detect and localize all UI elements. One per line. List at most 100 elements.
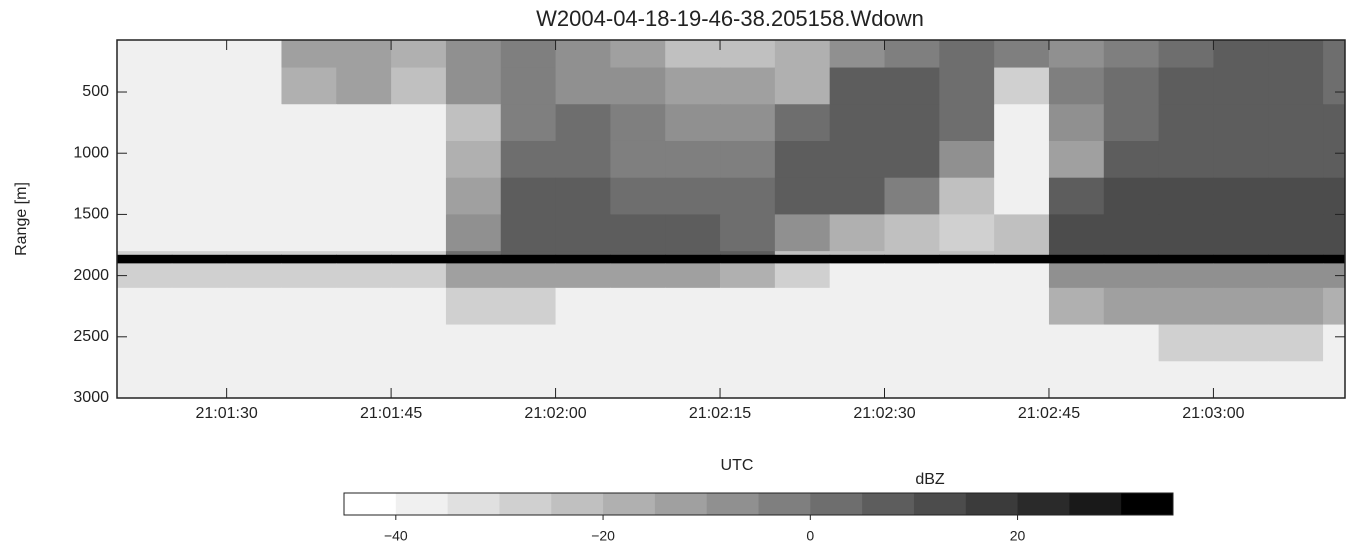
- heatmap-cell: [391, 254, 447, 264]
- heatmap-cell: [1048, 324, 1105, 362]
- heatmap-cell: [391, 40, 447, 69]
- heatmap-cell: [281, 104, 337, 142]
- heatmap-cell: [226, 287, 282, 326]
- heatmap-cell: [555, 287, 611, 326]
- colorbar-tick-label: −40: [384, 528, 408, 544]
- heatmap-cell: [336, 104, 392, 142]
- heatmap-cell: [720, 214, 776, 252]
- heatmap-cell: [610, 361, 666, 399]
- heatmap-cell: [555, 67, 611, 105]
- heatmap-cell: [1268, 40, 1324, 69]
- heatmap-cell: [774, 254, 831, 264]
- heatmap-cell: [391, 287, 447, 326]
- heatmap-cell: [884, 67, 940, 105]
- heatmap-cell: [994, 177, 1050, 215]
- heatmap-cell: [774, 361, 831, 399]
- heatmap-cell: [391, 67, 447, 105]
- y-tick-label: 1500: [73, 206, 109, 223]
- heatmap-cell: [829, 287, 885, 326]
- colorbar-swatch: [862, 493, 915, 515]
- heatmap-cell: [884, 324, 940, 362]
- heatmap-cell: [1048, 263, 1105, 289]
- heatmap-cell: [226, 263, 282, 289]
- heatmap-cell: [555, 140, 611, 179]
- heatmap-cell: [226, 214, 282, 252]
- colorbar-tick-label: −20: [591, 528, 615, 544]
- y-tick-label: 1000: [73, 144, 109, 161]
- heatmap-cell: [500, 361, 557, 399]
- heatmap-cell: [610, 140, 666, 179]
- heatmap-cell: [884, 140, 940, 179]
- heatmap-cell: [829, 104, 885, 142]
- heatmap-cell: [1268, 67, 1324, 105]
- heatmap-cell: [994, 214, 1050, 252]
- heatmap-cell: [884, 104, 940, 142]
- heatmap-cell: [1268, 287, 1324, 326]
- colorbar-swatch: [344, 493, 397, 515]
- heatmap-cell: [226, 251, 282, 256]
- heatmap-cell: [884, 251, 940, 256]
- heatmap-cell: [665, 40, 721, 69]
- heatmap-cell: [555, 40, 611, 69]
- heatmap-cell: [500, 140, 557, 179]
- heatmap-cell: [1268, 104, 1324, 142]
- heatmap-cell: [391, 104, 447, 142]
- heatmap-cell: [1103, 140, 1160, 179]
- heatmap-cell: [994, 40, 1050, 69]
- heatmap-cell: [829, 251, 885, 256]
- heatmap-cell: [884, 263, 940, 289]
- heatmap-cell: [994, 361, 1050, 399]
- heatmap-cell: [1158, 254, 1214, 264]
- heatmap-cell: [884, 40, 940, 69]
- heatmap-cell: [1158, 251, 1214, 256]
- heatmap-cell: [829, 263, 885, 289]
- heatmap-cell: [117, 361, 173, 399]
- y-tick-label: 2000: [73, 267, 109, 284]
- colorbar-swatch: [603, 493, 656, 515]
- heatmap-cell: [171, 104, 228, 142]
- heatmap-cell: [171, 67, 228, 105]
- heatmap-cell: [1213, 324, 1269, 362]
- heatmap-cell: [171, 140, 228, 179]
- heatmap-cell: [1323, 104, 1346, 142]
- colorbar-label: dBZ: [915, 471, 945, 488]
- heatmap-cell: [884, 254, 940, 264]
- heatmap-cell: [939, 40, 995, 69]
- heatmap-cell: [336, 251, 392, 256]
- heatmap-cell: [1158, 140, 1214, 179]
- heatmap-cell: [665, 140, 721, 179]
- heatmap-cell: [1213, 251, 1269, 256]
- heatmap-cell: [445, 140, 502, 179]
- heatmap-cell: [281, 140, 337, 179]
- heatmap-cell: [555, 254, 611, 264]
- heatmap-cell: [610, 177, 666, 215]
- heatmap-cell: [665, 104, 721, 142]
- heatmap-cell: [281, 287, 337, 326]
- heatmap-cell: [445, 324, 502, 362]
- heatmap-cell: [1158, 40, 1214, 69]
- heatmap-cell: [610, 40, 666, 69]
- heatmap-cell: [610, 104, 666, 142]
- heatmap-cell: [1268, 140, 1324, 179]
- y-tick-label: 2500: [73, 328, 109, 345]
- heatmap-cell: [226, 361, 282, 399]
- heatmap-cell: [1158, 104, 1214, 142]
- heatmap-cell: [1048, 287, 1105, 326]
- heatmap-cell: [555, 177, 611, 215]
- heatmap-cell: [1268, 361, 1324, 399]
- heatmap-cell: [1103, 177, 1160, 215]
- heatmap-cell: [994, 104, 1050, 142]
- heatmap-cell: [1048, 177, 1105, 215]
- heatmap-cell: [1323, 140, 1346, 179]
- heatmap-cell: [117, 40, 173, 69]
- heatmap-cell: [336, 177, 392, 215]
- heatmap-cell: [994, 251, 1050, 256]
- heatmap-cell: [774, 40, 831, 69]
- heatmap-cell: [555, 251, 611, 256]
- heatmap-cell: [994, 254, 1050, 264]
- heatmap-cell: [445, 361, 502, 399]
- heatmap-cell: [1048, 40, 1105, 69]
- heatmap-cell: [445, 40, 502, 69]
- heatmap-cell: [829, 40, 885, 69]
- x-tick-label: 21:02:45: [1018, 405, 1080, 422]
